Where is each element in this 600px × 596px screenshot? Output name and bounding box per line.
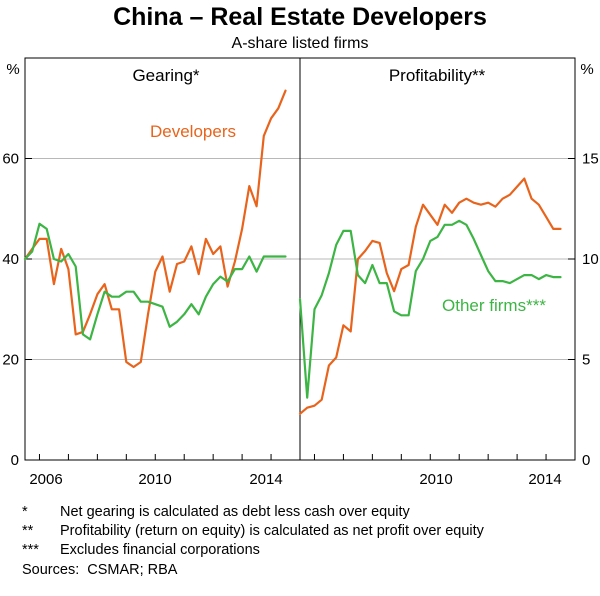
x-tick-label-2010-left: 2010	[138, 471, 171, 488]
sources: Sources: CSMAR; RBA	[22, 561, 592, 580]
left-axis-ticks: 0 20 40 60	[2, 151, 32, 469]
footnote-text: Net gearing is calculated as debt less c…	[60, 504, 410, 520]
x-axis-ticks	[38, 454, 547, 460]
x-tick-label-2006: 2006	[29, 471, 62, 488]
y-tick-label-right: 5	[582, 352, 590, 369]
footnote-marker: *	[22, 504, 28, 520]
sources-text: CSMAR; RBA	[87, 562, 178, 578]
y-tick-label-left: 0	[11, 452, 19, 469]
footnote-marker: ***	[22, 542, 39, 558]
sources-label: Sources:	[22, 562, 80, 578]
footnote-text: Excludes financial corporations	[60, 542, 260, 558]
y-tick-label-left: 20	[2, 352, 19, 369]
footnote-marker: **	[22, 523, 34, 539]
left-axis-unit: %	[6, 61, 19, 78]
footnote: ** Profitability (return on equity) is c…	[22, 522, 592, 541]
series-label-developers: Developers	[150, 122, 236, 141]
x-tick-label-2010-right: 2010	[419, 471, 452, 488]
panel-title-profitability: Profitability**	[389, 66, 486, 85]
footnote: * Net gearing is calculated as debt less…	[22, 503, 592, 522]
chart: China – Real Estate Developers A-share l…	[2, 3, 599, 488]
chart-subtitle: A-share listed firms	[232, 35, 369, 52]
y-tick-label-left: 40	[2, 251, 19, 268]
y-tick-label-right: 10	[582, 251, 599, 268]
series-layer	[23, 89, 562, 415]
chart-title: China – Real Estate Developers	[113, 3, 487, 31]
y-tick-label-left: 60	[2, 151, 19, 168]
x-tick-label-2014-right: 2014	[528, 471, 561, 488]
series-line-developers-gearing	[23, 89, 287, 369]
series-line-developers-profitability	[298, 177, 562, 415]
y-tick-label-right: 15	[582, 151, 599, 168]
right-axis-ticks: 0 5 10 15	[568, 151, 599, 469]
right-axis-unit: %	[580, 61, 593, 78]
footnotes: * Net gearing is calculated as debt less…	[22, 503, 592, 580]
x-tick-label-2014-left: 2014	[249, 471, 282, 488]
series-line-other-firms-profitability	[298, 219, 562, 399]
series-line-other-firms-gearing	[23, 222, 287, 341]
series-label-other-firms: Other firms***	[442, 296, 546, 315]
footnote: *** Excludes financial corporations	[22, 541, 592, 560]
footnote-text: Profitability (return on equity) is calc…	[60, 523, 484, 539]
panel-title-gearing: Gearing*	[132, 66, 199, 85]
y-tick-label-right: 0	[582, 452, 590, 469]
